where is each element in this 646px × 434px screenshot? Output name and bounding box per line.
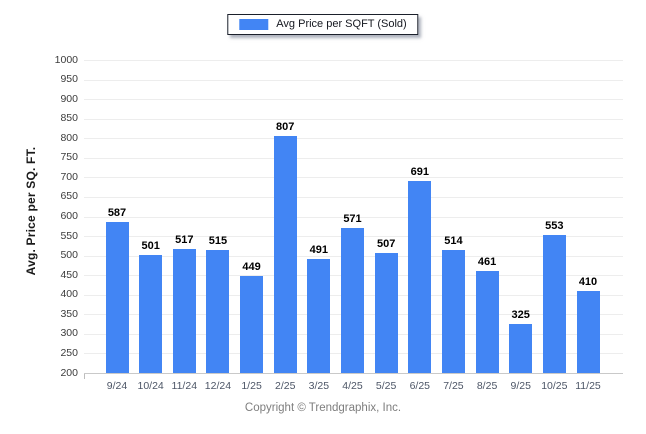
bar-value-label: 514 <box>444 235 463 248</box>
y-tick-label: 450 <box>60 268 78 281</box>
bar-6/25 <box>408 180 432 373</box>
bar-value-label: 461 <box>477 255 497 268</box>
bar-value-label: 691 <box>410 165 429 178</box>
y-tick-label: 200 <box>60 366 78 379</box>
y-tick-label: 300 <box>60 327 78 340</box>
y-tick-label: 900 <box>60 92 78 105</box>
x-tick-label: 11/24 <box>171 380 198 392</box>
bar-value-label: 491 <box>309 244 329 257</box>
bar-3/25 <box>307 259 331 373</box>
bar-11/24 <box>172 248 196 373</box>
bar-1/25 <box>240 275 264 373</box>
x-tick-label: 9/25 <box>510 380 531 392</box>
gridline <box>84 118 623 120</box>
y-tick-label: 650 <box>60 190 78 203</box>
gridline <box>84 138 623 140</box>
y-tick-label: 750 <box>60 151 78 164</box>
bar-12/24 <box>206 249 230 373</box>
y-tick-label: 1000 <box>54 53 78 66</box>
bar-10/24 <box>139 255 163 373</box>
gridline <box>84 216 623 218</box>
bar-9/25 <box>509 324 533 373</box>
x-tick-label: 5/25 <box>375 380 397 392</box>
y-tick-label: 250 <box>60 346 78 359</box>
x-tick-label: 7/25 <box>443 380 464 392</box>
gridline <box>84 99 623 101</box>
bar-10/25 <box>542 234 566 373</box>
y-tick-label: 550 <box>60 229 78 242</box>
gridline <box>84 79 623 81</box>
y-tick-label: 350 <box>60 307 78 320</box>
x-tick-label: 4/25 <box>342 380 363 392</box>
gridline <box>84 196 623 198</box>
bar-value-label: 410 <box>578 275 598 288</box>
bar-value-label: 553 <box>545 219 564 232</box>
gridline <box>84 157 623 159</box>
bar-5/25 <box>374 252 398 373</box>
y-tick-label: 700 <box>60 170 78 183</box>
bar-11/25 <box>576 290 600 373</box>
x-axis-line <box>84 373 623 374</box>
x-tick-label: 9/24 <box>106 380 128 392</box>
y-tick-label: 400 <box>60 288 78 301</box>
gridline <box>84 177 623 179</box>
x-tick-label: 2/25 <box>274 380 296 392</box>
bar-8/25 <box>475 270 499 373</box>
x-tick-label: 6/25 <box>409 380 430 392</box>
legend-swatch-icon <box>239 19 269 30</box>
bar-4/25 <box>341 227 364 373</box>
bar-value-label: 325 <box>511 309 530 322</box>
bar-value-label: 507 <box>376 237 396 250</box>
y-tick-label: 950 <box>60 73 78 86</box>
bar-7/25 <box>441 250 465 373</box>
x-tick-label: 3/25 <box>308 380 330 392</box>
bar-2/25 <box>273 135 297 373</box>
bar-value-label: 449 <box>242 260 261 273</box>
y-tick-label: 500 <box>60 249 78 262</box>
x-tick-label: 11/25 <box>575 380 601 392</box>
y-tick-label: 600 <box>60 210 78 222</box>
x-tick-label: 1/25 <box>241 380 262 392</box>
copyright-text: Copyright © Trendgraphix, Inc. <box>244 402 402 414</box>
bar-value-label: 571 <box>343 212 362 225</box>
x-tick-label: 10/25 <box>541 380 568 392</box>
bar-value-label: 807 <box>276 120 295 133</box>
bar-value-label: 515 <box>208 234 228 247</box>
bar-value-label: 501 <box>141 240 160 253</box>
legend: Avg Price per SQFT (Sold) <box>227 14 419 35</box>
x-tick-label: 8/25 <box>476 380 498 392</box>
y-tick-label: 850 <box>60 112 78 125</box>
bar-value-label: 517 <box>175 233 194 246</box>
gridline <box>84 60 623 61</box>
x-tick-label: 12/24 <box>204 380 232 392</box>
x-tick-label: 10/24 <box>137 380 164 392</box>
x-axis-tick <box>84 374 85 379</box>
bar-9/24 <box>105 221 129 373</box>
y-tick-label: 800 <box>60 131 78 144</box>
legend-label: Avg Price per SQFT (Sold) <box>276 18 407 30</box>
bar-value-label: 587 <box>107 206 127 219</box>
